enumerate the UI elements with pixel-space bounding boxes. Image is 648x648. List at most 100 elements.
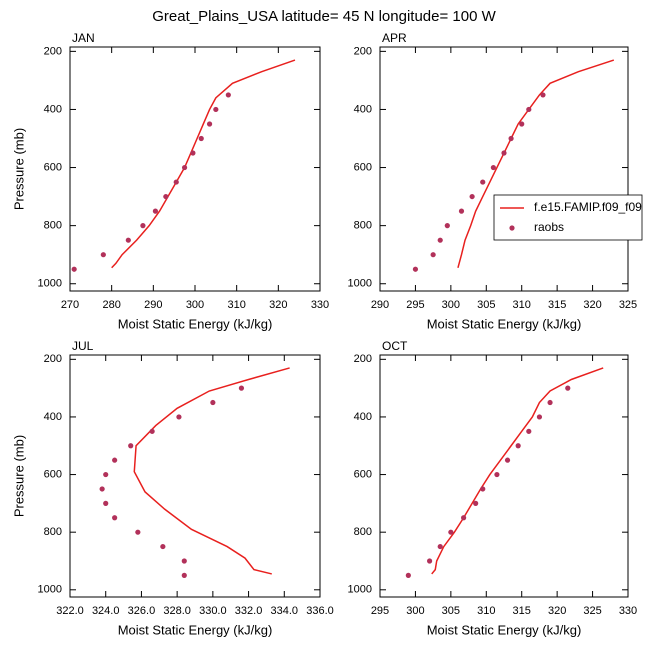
obs-point	[437, 237, 443, 243]
obs-point	[448, 529, 454, 535]
obs-point	[135, 529, 141, 535]
profile-line	[431, 367, 604, 575]
x-tick-label: 320	[548, 605, 566, 617]
obs-point	[112, 457, 118, 463]
y-tick-label: 200	[44, 353, 62, 365]
obs-point	[473, 500, 479, 506]
panel-title: OCT	[382, 339, 408, 353]
y-tick-label: 400	[44, 411, 62, 423]
obs-point	[519, 121, 525, 127]
obs-point	[100, 252, 106, 258]
y-tick-label: 400	[354, 103, 372, 115]
obs-point	[469, 193, 475, 200]
obs-point	[198, 135, 204, 142]
profile-line	[111, 59, 296, 269]
plot-frame	[379, 46, 629, 292]
x-tick-label: 336.0	[306, 605, 334, 617]
y-axis-title: Pressure (mb)	[11, 128, 26, 210]
x-tick-label: 295	[406, 299, 424, 311]
obs-point	[99, 486, 105, 492]
obs-point	[508, 135, 514, 142]
obs-point	[206, 121, 213, 127]
x-tick-label: 300	[186, 299, 204, 311]
x-tick-label: 290	[371, 299, 389, 311]
x-axis-title: Moist Static Energy (kJ/kg)	[118, 316, 273, 331]
x-tick-label: 280	[102, 299, 120, 311]
panel-title: JAN	[72, 31, 95, 45]
x-axis-title: Moist Static Energy (kJ/kg)	[427, 316, 582, 331]
x-tick-label: 325	[583, 605, 601, 617]
obs-point	[173, 179, 179, 185]
x-tick-label: 310	[227, 299, 245, 311]
obs-point	[112, 515, 118, 521]
panel-title: APR	[382, 31, 407, 45]
y-tick-label: 400	[354, 411, 372, 423]
plot-frame	[69, 46, 321, 292]
obs-point	[163, 193, 169, 200]
legend-marker	[509, 225, 515, 231]
obs-point	[461, 515, 467, 521]
obs-point	[412, 266, 419, 272]
y-tick-label: 800	[354, 220, 372, 232]
x-tick-label: 332.0	[235, 605, 263, 617]
obs-point	[160, 543, 166, 550]
obs-point	[181, 558, 187, 564]
obs-point	[515, 443, 521, 449]
x-tick-label: 310	[477, 605, 495, 617]
y-tick-label: 200	[354, 45, 372, 57]
x-tick-label: 330.0	[199, 605, 227, 617]
x-tick-label: 320	[583, 299, 601, 311]
x-tick-label: 322.0	[56, 605, 84, 617]
obs-point	[181, 572, 187, 578]
obs-point	[213, 106, 219, 113]
profile-line	[457, 59, 615, 268]
x-tick-label: 310	[513, 299, 531, 311]
obs-point	[526, 428, 532, 434]
x-tick-label: 330	[619, 605, 637, 617]
y-tick-label: 800	[44, 526, 62, 538]
x-tick-label: 315	[548, 299, 566, 311]
x-axis-title: Moist Static Energy (kJ/kg)	[427, 622, 582, 637]
x-tick-label: 328.0	[163, 605, 191, 617]
obs-point	[501, 150, 507, 156]
obs-point	[190, 150, 196, 156]
y-tick-label: 600	[44, 161, 62, 173]
obs-point	[149, 428, 155, 434]
obs-point	[225, 92, 231, 98]
y-axis-title: Pressure (mb)	[11, 435, 26, 517]
panel-title: JUL	[72, 339, 94, 353]
y-tick-label: 600	[354, 468, 372, 480]
obs-point	[427, 558, 433, 564]
x-tick-label: 300	[406, 605, 424, 617]
x-tick-label: 330	[311, 299, 329, 311]
obs-point	[210, 399, 216, 406]
x-tick-label: 270	[61, 299, 79, 311]
y-tick-label: 200	[44, 45, 62, 57]
plot-frame	[69, 354, 321, 598]
y-tick-label: 1000	[38, 278, 62, 290]
obs-point	[103, 471, 109, 478]
obs-point	[128, 443, 134, 449]
y-tick-label: 1000	[38, 584, 62, 596]
y-tick-label: 800	[354, 526, 372, 538]
page-title: Great_Plains_USA latitude= 45 N longitud…	[152, 8, 496, 25]
obs-point	[125, 237, 131, 243]
obs-point	[176, 414, 182, 420]
x-axis-title: Moist Static Energy (kJ/kg)	[118, 622, 273, 637]
obs-point	[480, 486, 486, 492]
obs-point	[494, 471, 500, 478]
legend-label: raobs	[534, 220, 564, 234]
plot-area	[412, 59, 615, 272]
obs-point	[565, 385, 571, 391]
obs-point	[71, 266, 77, 272]
obs-point	[181, 164, 188, 171]
plot-frame	[379, 354, 629, 598]
obs-point	[405, 572, 411, 578]
y-tick-label: 600	[354, 161, 372, 173]
obs-point	[444, 223, 450, 229]
obs-point	[547, 399, 553, 406]
x-tick-label: 315	[513, 605, 531, 617]
x-tick-label: 334.0	[271, 605, 299, 617]
x-tick-label: 326.0	[128, 605, 156, 617]
